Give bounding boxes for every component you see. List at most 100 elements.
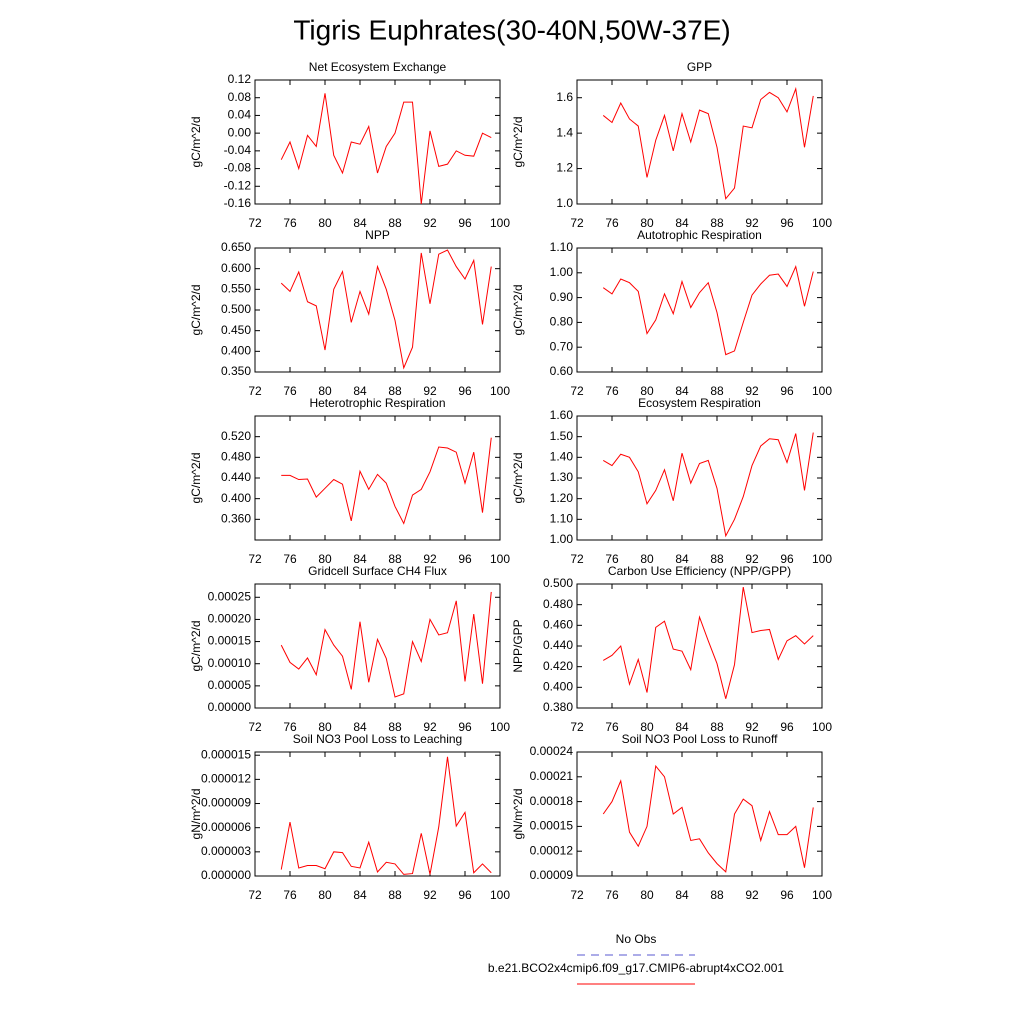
y-tick-label: 0.12 bbox=[228, 72, 252, 86]
x-tick-label: 92 bbox=[423, 720, 437, 734]
y-tick-label: 1.0 bbox=[556, 196, 573, 210]
y-tick-label: 0.500 bbox=[221, 302, 251, 316]
x-tick-label: 96 bbox=[458, 384, 472, 398]
y-tick-label: 0.460 bbox=[543, 618, 573, 632]
y-tick-label: 0.04 bbox=[228, 108, 252, 122]
plot-frame bbox=[576, 583, 823, 709]
x-tick-label: 72 bbox=[248, 216, 262, 230]
x-tick-label: 100 bbox=[812, 216, 832, 230]
y-tick-label: 0.550 bbox=[221, 282, 251, 296]
y-axis-label: gC/m^2/d bbox=[511, 453, 525, 504]
y-tick-label: 0.000000 bbox=[201, 868, 251, 882]
y-tick-label: 0.400 bbox=[221, 491, 251, 505]
x-tick-label: 92 bbox=[745, 720, 759, 734]
y-tick-label: 0.000012 bbox=[201, 772, 251, 786]
x-tick-label: 84 bbox=[675, 552, 689, 566]
y-axis-label: gC/m^2/d bbox=[511, 117, 525, 168]
x-tick-label: 72 bbox=[248, 720, 262, 734]
data-line bbox=[280, 249, 492, 370]
x-tick-label: 88 bbox=[710, 552, 724, 566]
y-tick-label: 1.30 bbox=[550, 470, 574, 484]
y-tick-label: 0.00015 bbox=[208, 634, 252, 648]
y-tick-label: 0.08 bbox=[228, 90, 252, 104]
x-tick-label: 88 bbox=[388, 888, 402, 902]
panel-title: Gridcell Surface CH4 Flux bbox=[308, 564, 447, 578]
x-tick-label: 76 bbox=[605, 216, 619, 230]
x-tick-label: 84 bbox=[353, 216, 367, 230]
x-tick-label: 80 bbox=[318, 888, 332, 902]
y-tick-label: 0.350 bbox=[221, 364, 251, 378]
data-line bbox=[602, 764, 814, 873]
x-tick-label: 96 bbox=[780, 552, 794, 566]
plot-frame bbox=[576, 415, 823, 541]
y-tick-label: 1.00 bbox=[550, 265, 574, 279]
plot-frame bbox=[254, 583, 501, 709]
y-tick-label: 0.600 bbox=[221, 261, 251, 275]
x-tick-label: 92 bbox=[745, 216, 759, 230]
x-tick-label: 96 bbox=[780, 384, 794, 398]
y-tick-label: 0.00 bbox=[228, 125, 252, 139]
x-tick-label: 100 bbox=[490, 216, 510, 230]
x-tick-label: 84 bbox=[353, 552, 367, 566]
x-tick-label: 100 bbox=[490, 552, 510, 566]
x-tick-label: 76 bbox=[283, 384, 297, 398]
x-tick-label: 72 bbox=[570, 216, 584, 230]
x-tick-label: 80 bbox=[640, 888, 654, 902]
y-tick-label: 0.00024 bbox=[530, 744, 574, 758]
y-tick-label: 0.000003 bbox=[201, 844, 251, 858]
x-tick-label: 72 bbox=[570, 888, 584, 902]
x-tick-label: 76 bbox=[283, 552, 297, 566]
data-line bbox=[280, 591, 492, 698]
legend-label: No Obs bbox=[616, 932, 657, 946]
panel-title: Carbon Use Efficiency (NPP/GPP) bbox=[608, 564, 791, 578]
panel-title: Soil NO3 Pool Loss to Leaching bbox=[293, 732, 462, 746]
y-tick-label: 0.00000 bbox=[208, 700, 252, 714]
data-line bbox=[602, 587, 814, 699]
x-tick-label: 80 bbox=[318, 720, 332, 734]
y-tick-label: 0.00020 bbox=[208, 612, 252, 626]
x-tick-label: 88 bbox=[388, 384, 402, 398]
x-tick-label: 80 bbox=[640, 720, 654, 734]
y-tick-label: -0.16 bbox=[224, 196, 252, 210]
x-tick-label: 88 bbox=[388, 216, 402, 230]
plot-frame bbox=[576, 751, 823, 877]
x-tick-label: 96 bbox=[458, 216, 472, 230]
panel-title: NPP bbox=[365, 228, 390, 242]
x-tick-label: 84 bbox=[353, 888, 367, 902]
x-tick-label: 72 bbox=[570, 552, 584, 566]
y-tick-label: 1.10 bbox=[550, 512, 574, 526]
data-line bbox=[280, 93, 492, 205]
y-tick-label: 0.70 bbox=[550, 339, 574, 353]
panel-title: Ecosystem Respiration bbox=[638, 396, 761, 410]
x-tick-label: 84 bbox=[353, 384, 367, 398]
x-tick-label: 88 bbox=[710, 720, 724, 734]
y-tick-label: 1.00 bbox=[550, 532, 574, 546]
y-tick-label: 0.80 bbox=[550, 315, 574, 329]
y-tick-label: 1.50 bbox=[550, 429, 574, 443]
x-tick-label: 96 bbox=[458, 720, 472, 734]
y-axis-label: gC/m^2/d bbox=[511, 285, 525, 336]
y-tick-label: 0.000015 bbox=[201, 747, 251, 761]
x-tick-label: 92 bbox=[423, 384, 437, 398]
x-tick-label: 76 bbox=[283, 888, 297, 902]
y-tick-label: 0.60 bbox=[550, 364, 574, 378]
x-tick-label: 96 bbox=[458, 552, 472, 566]
y-tick-label: 0.650 bbox=[221, 240, 251, 254]
x-tick-label: 92 bbox=[423, 552, 437, 566]
y-tick-label: 0.440 bbox=[543, 638, 573, 652]
data-line bbox=[602, 86, 814, 200]
x-tick-label: 76 bbox=[605, 552, 619, 566]
x-tick-label: 88 bbox=[710, 888, 724, 902]
y-tick-label: 1.60 bbox=[550, 408, 574, 422]
panel-title: Heterotrophic Respiration bbox=[309, 396, 445, 410]
y-tick-label: 0.00018 bbox=[530, 794, 574, 808]
x-tick-label: 76 bbox=[605, 720, 619, 734]
x-tick-label: 100 bbox=[490, 720, 510, 734]
plot-frame bbox=[254, 751, 501, 877]
y-tick-label: 0.400 bbox=[543, 680, 573, 694]
y-tick-label: 0.480 bbox=[543, 597, 573, 611]
y-tick-label: 0.480 bbox=[221, 450, 251, 464]
x-tick-label: 100 bbox=[812, 720, 832, 734]
x-tick-label: 100 bbox=[812, 888, 832, 902]
